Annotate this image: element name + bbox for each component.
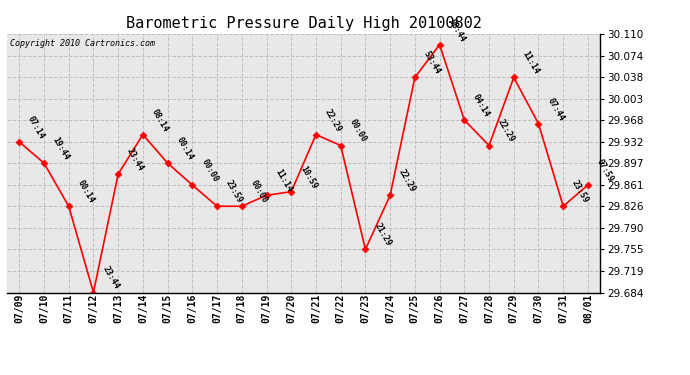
Text: 23:59: 23:59 [224, 179, 244, 205]
Text: 08:14: 08:14 [150, 107, 170, 133]
Text: 00:14: 00:14 [76, 179, 96, 205]
Text: 08:44: 08:44 [446, 17, 467, 43]
Title: Barometric Pressure Daily High 20100802: Barometric Pressure Daily High 20100802 [126, 16, 482, 31]
Text: 22:29: 22:29 [323, 107, 343, 133]
Text: 07:59: 07:59 [595, 158, 615, 184]
Text: 23:44: 23:44 [125, 147, 146, 172]
Text: 53:44: 53:44 [422, 50, 442, 76]
Text: 22:29: 22:29 [397, 168, 417, 194]
Text: 21:29: 21:29 [373, 222, 393, 248]
Text: 19:44: 19:44 [51, 136, 71, 162]
Text: 11:14: 11:14 [521, 50, 541, 76]
Text: 11:14: 11:14 [273, 168, 294, 194]
Text: 00:00: 00:00 [348, 118, 368, 144]
Text: 23:59: 23:59 [570, 179, 591, 205]
Text: 10:59: 10:59 [298, 164, 319, 190]
Text: 04:14: 04:14 [471, 93, 491, 118]
Text: 00:14: 00:14 [175, 136, 195, 162]
Text: 07:44: 07:44 [545, 96, 566, 122]
Text: 00:00: 00:00 [248, 179, 269, 205]
Text: 07:14: 07:14 [26, 114, 46, 141]
Text: 22:29: 22:29 [496, 118, 516, 144]
Text: 23:44: 23:44 [100, 265, 121, 291]
Text: Copyright 2010 Cartronics.com: Copyright 2010 Cartronics.com [10, 39, 155, 48]
Text: 00:00: 00:00 [199, 158, 219, 184]
